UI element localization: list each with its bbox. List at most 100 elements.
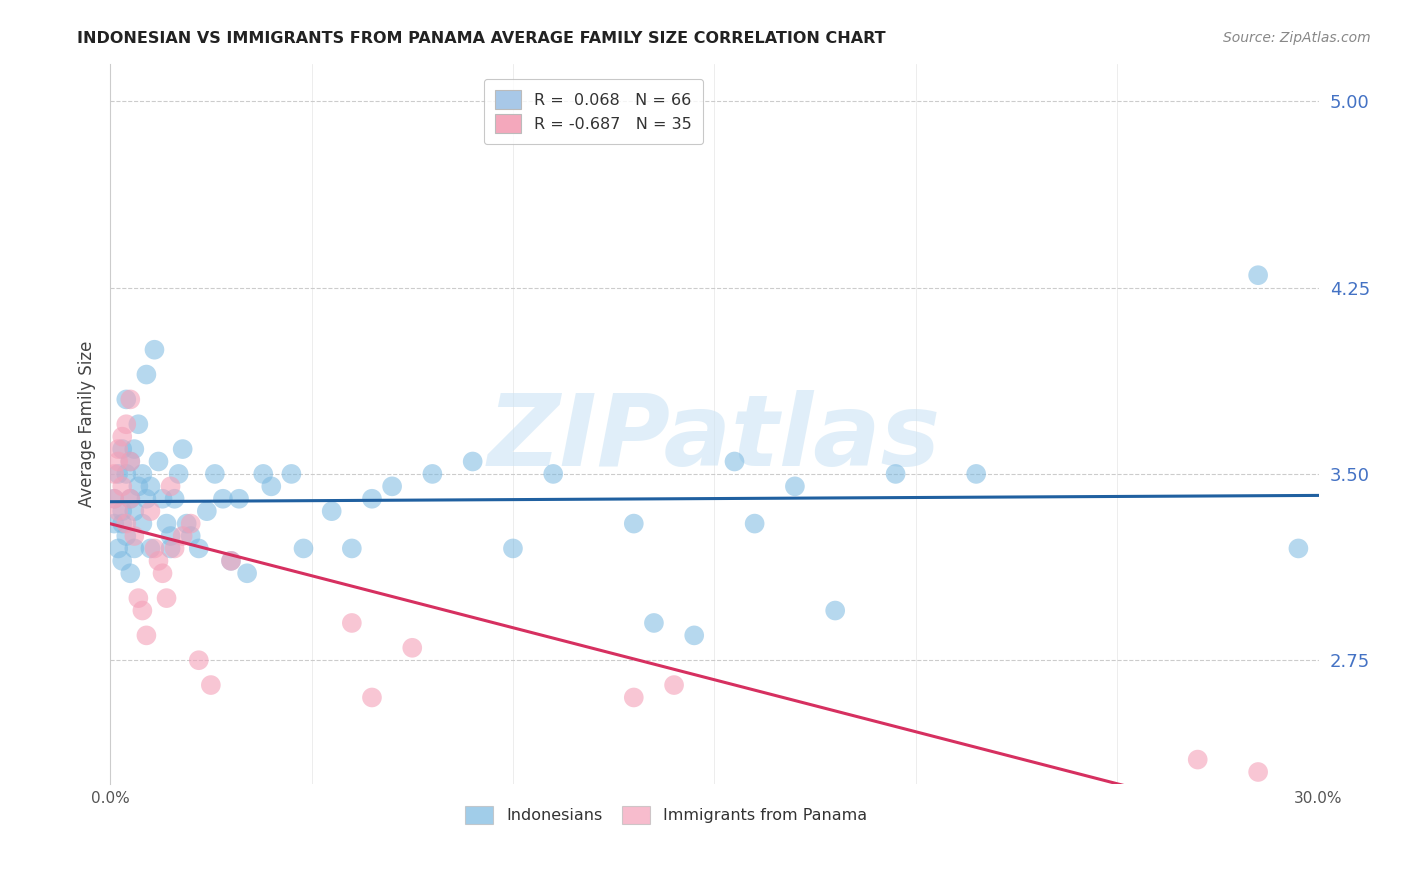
Point — [219, 554, 242, 568]
Point — [139, 504, 162, 518]
Point — [1247, 268, 1270, 283]
Point — [111, 516, 134, 531]
Point — [187, 541, 209, 556]
Point — [120, 491, 142, 506]
Point — [131, 603, 153, 617]
Point — [340, 541, 363, 556]
Point — [111, 554, 134, 568]
Point — [321, 504, 343, 518]
Point — [135, 628, 157, 642]
Point — [152, 491, 174, 506]
Point — [280, 467, 302, 481]
Point — [107, 454, 129, 468]
Point — [1286, 541, 1309, 556]
Point — [783, 479, 806, 493]
Point — [163, 541, 186, 556]
Point — [212, 491, 235, 506]
Point — [187, 653, 209, 667]
Point — [131, 516, 153, 531]
Point — [124, 541, 146, 556]
Point — [260, 479, 283, 493]
Point — [152, 566, 174, 581]
Text: INDONESIAN VS IMMIGRANTS FROM PANAMA AVERAGE FAMILY SIZE CORRELATION CHART: INDONESIAN VS IMMIGRANTS FROM PANAMA AVE… — [77, 31, 886, 46]
Point — [127, 591, 149, 606]
Point — [195, 504, 218, 518]
Point — [1187, 753, 1209, 767]
Point — [103, 491, 125, 506]
Point — [381, 479, 404, 493]
Point — [643, 615, 665, 630]
Point — [252, 467, 274, 481]
Point — [1247, 764, 1270, 779]
Point — [120, 566, 142, 581]
Point — [103, 491, 125, 506]
Point — [124, 442, 146, 456]
Point — [163, 491, 186, 506]
Point — [292, 541, 315, 556]
Point — [340, 615, 363, 630]
Point — [107, 504, 129, 518]
Point — [683, 628, 706, 642]
Point — [176, 516, 198, 531]
Point — [723, 454, 745, 468]
Point — [401, 640, 423, 655]
Point — [200, 678, 222, 692]
Point — [139, 541, 162, 556]
Point — [111, 442, 134, 456]
Point — [236, 566, 259, 581]
Point — [143, 541, 166, 556]
Point — [124, 504, 146, 518]
Point — [107, 442, 129, 456]
Point — [120, 392, 142, 407]
Point — [115, 417, 138, 432]
Point — [155, 516, 177, 531]
Point — [115, 467, 138, 481]
Point — [135, 491, 157, 506]
Point — [965, 467, 987, 481]
Point — [148, 454, 170, 468]
Point — [204, 467, 226, 481]
Point — [167, 467, 190, 481]
Point — [127, 479, 149, 493]
Text: ZIPatlas: ZIPatlas — [488, 390, 941, 487]
Point — [884, 467, 907, 481]
Point — [623, 516, 645, 531]
Point — [623, 690, 645, 705]
Point — [124, 529, 146, 543]
Point — [127, 417, 149, 432]
Point — [824, 603, 846, 617]
Point — [139, 479, 162, 493]
Point — [422, 467, 444, 481]
Point — [115, 392, 138, 407]
Point — [111, 430, 134, 444]
Point — [103, 467, 125, 481]
Point — [115, 516, 138, 531]
Point — [361, 491, 384, 506]
Point — [159, 541, 181, 556]
Point — [541, 467, 564, 481]
Point — [744, 516, 766, 531]
Point — [135, 368, 157, 382]
Point — [115, 529, 138, 543]
Point — [180, 529, 202, 543]
Point — [111, 479, 134, 493]
Point — [662, 678, 685, 692]
Legend: Indonesians, Immigrants from Panama: Indonesians, Immigrants from Panama — [458, 799, 873, 830]
Point — [120, 454, 142, 468]
Point — [159, 479, 181, 493]
Point — [502, 541, 524, 556]
Point — [172, 442, 194, 456]
Point — [172, 529, 194, 543]
Point — [131, 467, 153, 481]
Point — [107, 467, 129, 481]
Point — [461, 454, 484, 468]
Point — [228, 491, 250, 506]
Point — [120, 491, 142, 506]
Point — [148, 554, 170, 568]
Point — [155, 591, 177, 606]
Point — [159, 529, 181, 543]
Point — [103, 516, 125, 531]
Point — [219, 554, 242, 568]
Point — [361, 690, 384, 705]
Point — [143, 343, 166, 357]
